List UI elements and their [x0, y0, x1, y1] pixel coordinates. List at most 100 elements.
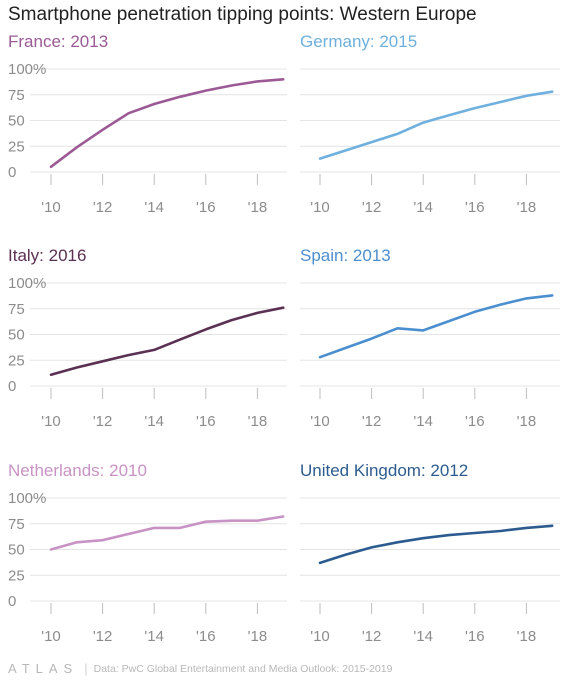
data-point: [319, 356, 322, 359]
data-point: [282, 306, 285, 309]
x-tick-label: '16: [465, 199, 485, 216]
panel-2: Italy: 2016 100% 75 50 25 0 '10 '12 '14 '16 '18: [8, 246, 287, 430]
data-point: [370, 337, 373, 340]
panel-3: Spain: 2013 '10 '12 '14 '16 '18: [300, 246, 560, 430]
x-tick-label: '16: [465, 413, 485, 430]
data-point: [345, 347, 348, 350]
data-point: [422, 537, 425, 540]
data-point: [370, 546, 373, 549]
data-point: [256, 80, 259, 83]
y-tick-label: 50: [8, 327, 25, 344]
y-tick-label: 0: [8, 378, 16, 395]
data-point: [179, 96, 182, 99]
y-tick-label: 100%: [8, 490, 46, 507]
data-point: [499, 303, 502, 306]
x-tick-label: '18: [248, 199, 268, 216]
panel-5: United Kingdom: 2012 '10 '12 '14 '16 '18: [300, 461, 560, 645]
data-point: [76, 366, 79, 369]
x-tick-label: '18: [517, 413, 537, 430]
data-point: [153, 527, 156, 530]
x-tick-label: '10: [310, 628, 330, 645]
y-tick-label: 0: [8, 593, 16, 610]
data-point: [474, 107, 477, 110]
y-tick-label: 25: [8, 138, 25, 155]
x-tick-label: '10: [41, 413, 61, 430]
data-point: [50, 548, 53, 551]
atlas-logo: ATLAS: [8, 661, 79, 676]
data-point: [179, 527, 182, 530]
footer: ATLAS | Data: PwC Global Entertainment a…: [8, 661, 392, 676]
data-point: [230, 84, 233, 87]
data-point: [282, 515, 285, 518]
x-tick-label: '14: [144, 413, 164, 430]
chart-title: Smartphone penetration tipping points: W…: [8, 4, 477, 25]
panel-title: Netherlands: 2010: [8, 461, 147, 480]
data-point: [474, 532, 477, 535]
data-point: [345, 553, 348, 556]
data-point: [205, 328, 208, 331]
panel-title: Spain: 2013: [300, 246, 391, 265]
series-line: [318, 90, 554, 160]
x-tick-label: '14: [144, 628, 164, 645]
x-tick-label: '12: [362, 199, 382, 216]
data-point: [101, 128, 104, 131]
data-point: [282, 78, 285, 81]
data-point: [474, 311, 477, 314]
y-tick-label: 25: [8, 567, 25, 584]
x-tick-label: '12: [93, 413, 113, 430]
data-point: [396, 327, 399, 330]
series-line: [318, 524, 554, 565]
x-tick-label: '10: [41, 199, 61, 216]
data-point: [50, 166, 53, 169]
data-point: [76, 146, 79, 149]
data-point: [499, 101, 502, 104]
x-tick-label: '14: [413, 628, 433, 645]
footer-separator: |: [84, 661, 88, 676]
data-point: [76, 541, 79, 544]
data-point: [205, 89, 208, 92]
panel-1: Germany: 2015 '10 '12 '14 '16 '18: [300, 32, 560, 216]
series-line: [49, 78, 285, 169]
data-point: [230, 519, 233, 522]
x-tick-label: '16: [196, 628, 216, 645]
x-tick-label: '12: [362, 628, 382, 645]
panel-0: France: 2013 100% 75 50 25 0 '10 '12 '14 '16 '18: [8, 32, 287, 216]
x-tick-label: '10: [41, 628, 61, 645]
x-tick-label: '12: [93, 628, 113, 645]
x-tick-label: '10: [310, 413, 330, 430]
data-point: [153, 349, 156, 352]
panel-title: United Kingdom: 2012: [300, 461, 468, 480]
data-point: [396, 541, 399, 544]
x-tick-label: '12: [362, 413, 382, 430]
data-point: [422, 121, 425, 124]
data-point: [345, 149, 348, 152]
data-point: [422, 329, 425, 332]
y-tick-label: 50: [8, 542, 25, 559]
data-point: [551, 90, 554, 93]
y-tick-label: 100%: [8, 61, 46, 78]
y-tick-label: 75: [8, 516, 25, 533]
data-point: [319, 562, 322, 565]
panel-title: France: 2013: [8, 32, 108, 51]
panel-title: Germany: 2015: [300, 32, 417, 51]
x-tick-label: '10: [310, 199, 330, 216]
panel-4: Netherlands: 2010 100% 75 50 25 0 '10 '12 '14 '16…: [8, 461, 287, 645]
x-tick-label: '16: [196, 413, 216, 430]
data-point: [448, 320, 451, 323]
x-tick-label: '18: [517, 628, 537, 645]
data-point: [551, 525, 554, 528]
data-point: [127, 112, 130, 115]
data-point: [448, 114, 451, 117]
data-point: [256, 519, 259, 522]
x-tick-label: '14: [144, 199, 164, 216]
x-tick-label: '18: [517, 199, 537, 216]
data-point: [50, 373, 53, 376]
y-tick-label: 0: [8, 164, 16, 181]
data-point: [525, 94, 528, 97]
data-point: [396, 133, 399, 136]
x-tick-label: '16: [196, 199, 216, 216]
data-point: [205, 520, 208, 523]
panel-title: Italy: 2016: [8, 246, 86, 265]
y-tick-label: 75: [8, 301, 25, 318]
